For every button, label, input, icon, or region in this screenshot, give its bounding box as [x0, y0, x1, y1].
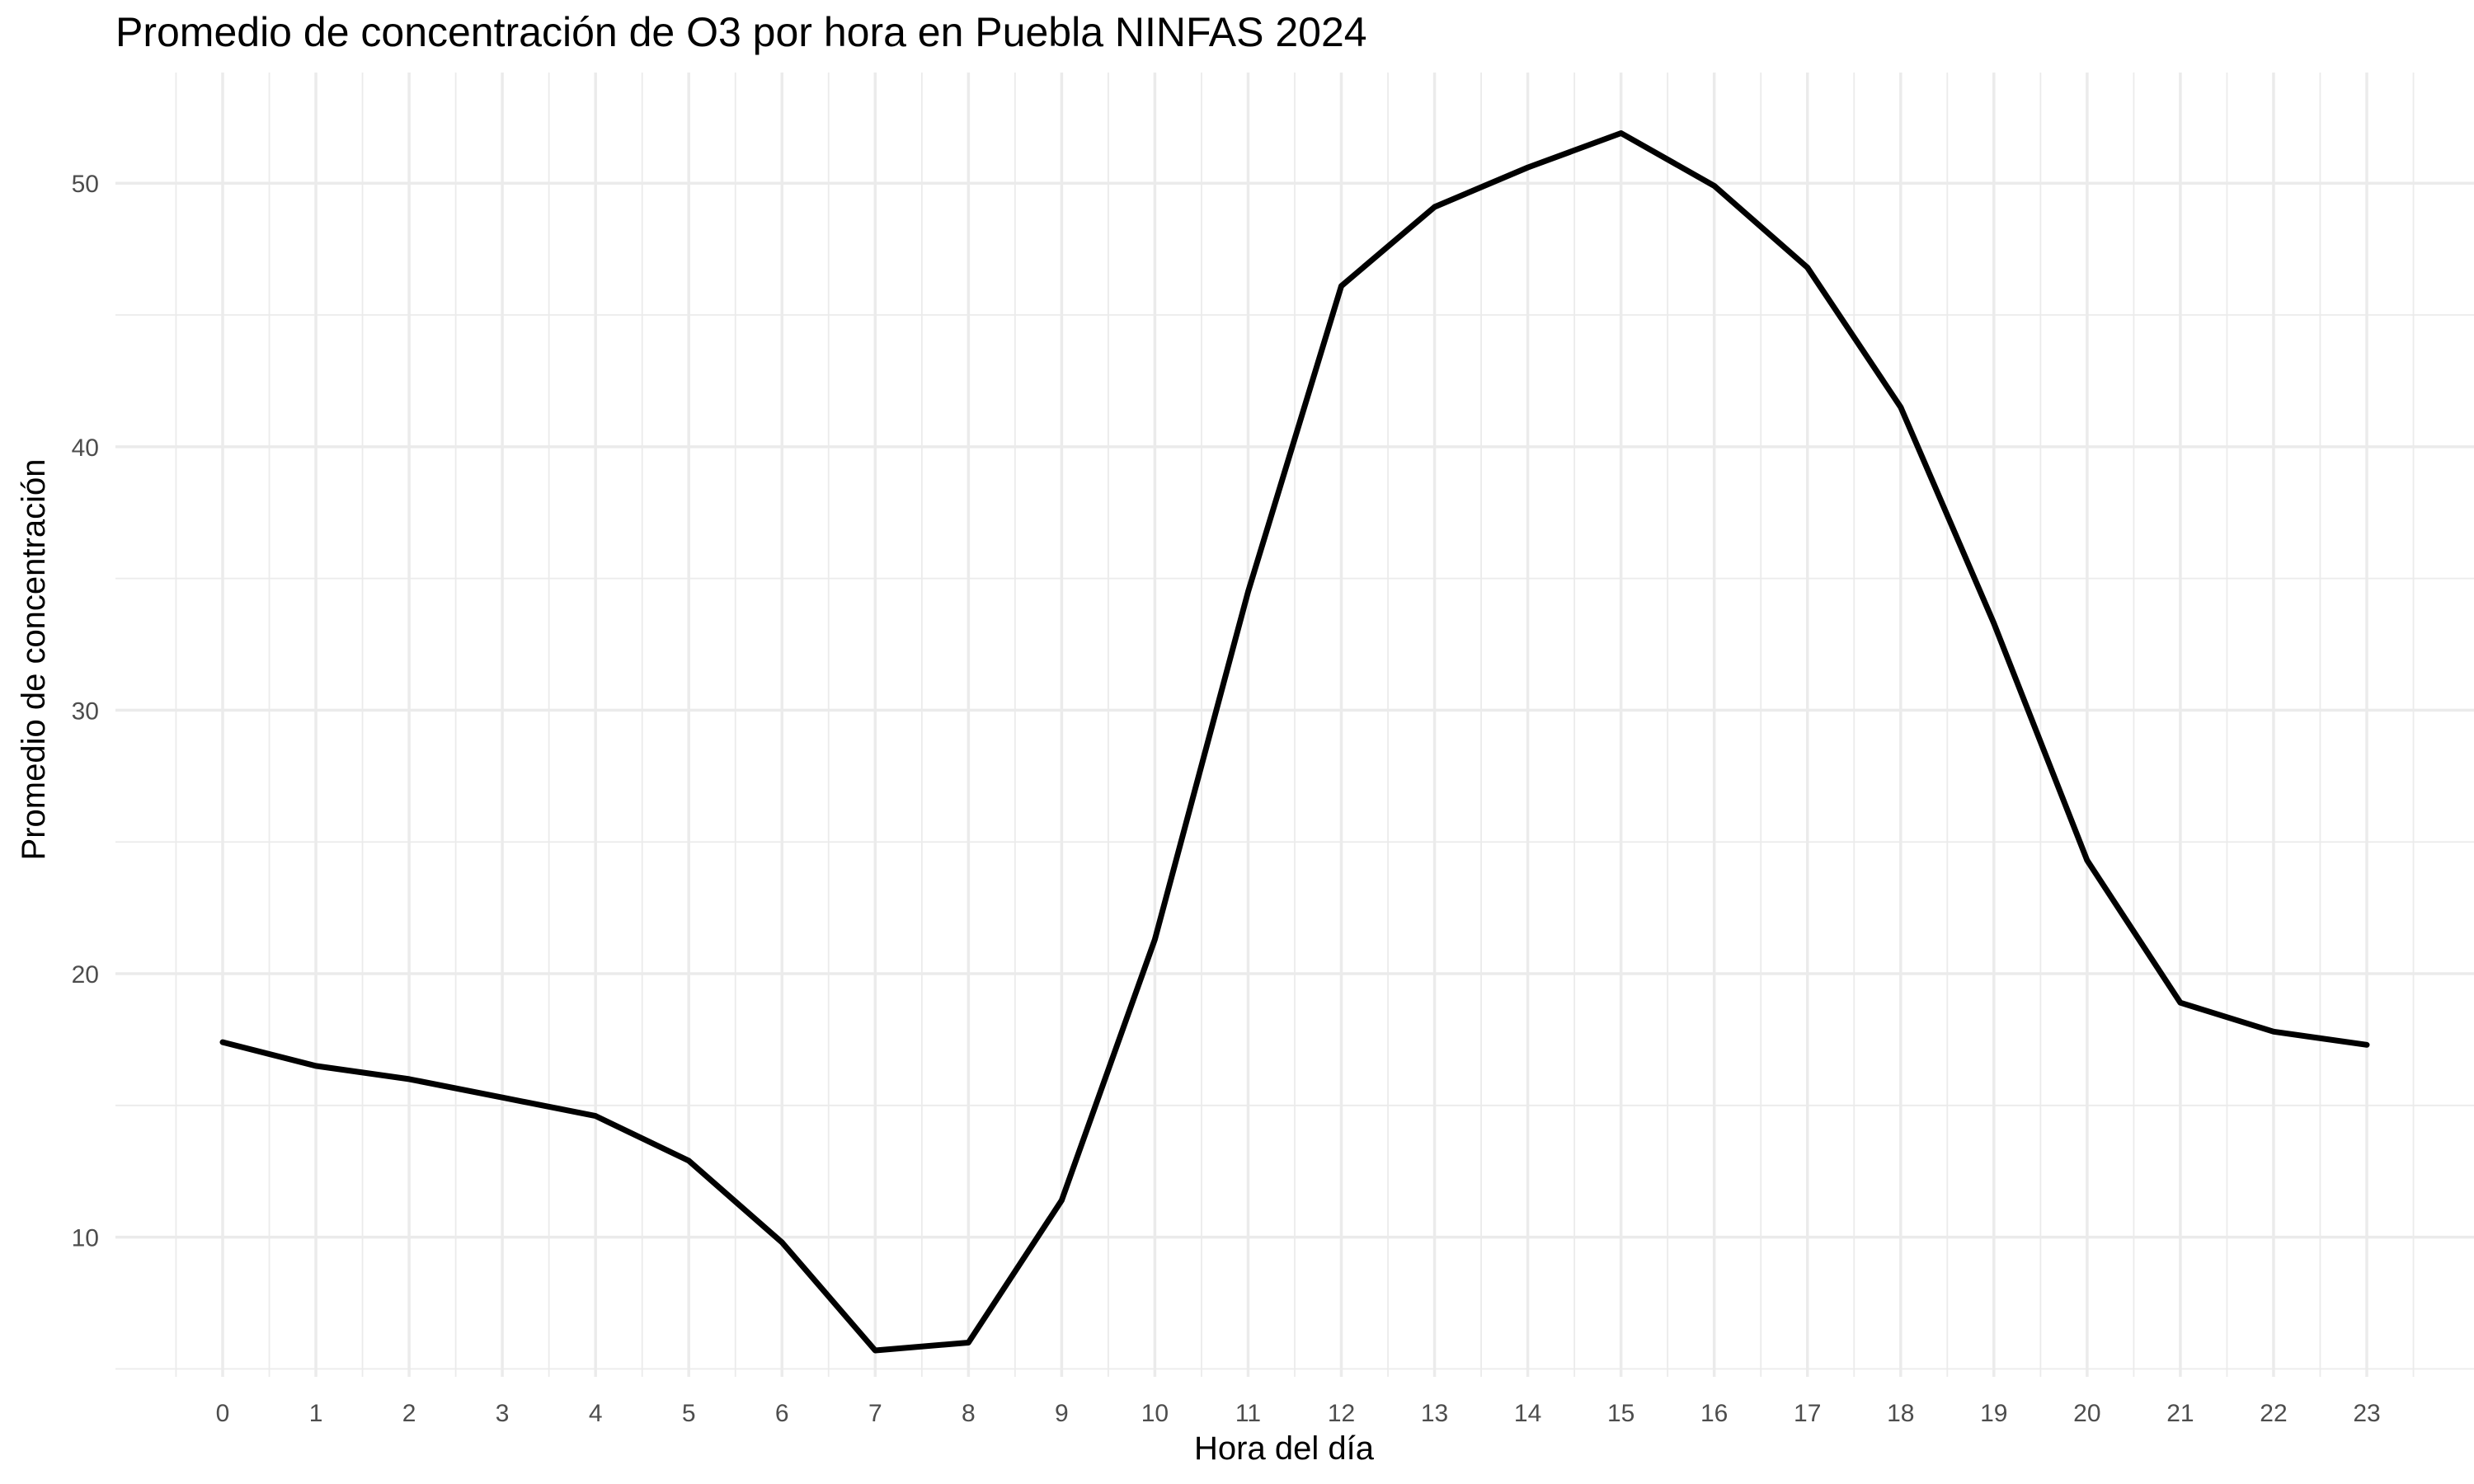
x-tick-label: 3 [496, 1400, 510, 1427]
x-tick-label: 8 [962, 1400, 976, 1427]
x-tick-label: 22 [2260, 1400, 2287, 1427]
x-tick-labels: 0 1 2 3 4 5 6 7 8 9 10 11 12 13 14 15 16 17 18 19 20 21 22 23 [216, 1400, 2381, 1427]
x-tick-label: 21 [2166, 1400, 2194, 1427]
x-tick-label: 20 [2073, 1400, 2100, 1427]
x-tick-label: 17 [1794, 1400, 1821, 1427]
x-tick-label: 4 [589, 1400, 603, 1427]
x-tick-label: 5 [682, 1400, 696, 1427]
x-tick-label: 13 [1421, 1400, 1448, 1427]
x-tick-label: 15 [1607, 1400, 1634, 1427]
x-tick-label: 14 [1514, 1400, 1541, 1427]
y-tick-label: 20 [72, 961, 99, 989]
x-tick-label: 10 [1141, 1400, 1169, 1427]
x-tick-label: 18 [1887, 1400, 1914, 1427]
minor-gridlines [115, 73, 2474, 1377]
x-tick-label: 12 [1328, 1400, 1355, 1427]
y-tick-label: 50 [72, 171, 99, 198]
series-layer [219, 130, 2370, 1354]
x-tick-label: 16 [1700, 1400, 1728, 1427]
x-axis-title: Hora del día [1194, 1430, 1375, 1467]
x-tick-label: 6 [775, 1400, 789, 1427]
x-tick-label: 9 [1055, 1400, 1069, 1427]
x-tick-label: 0 [216, 1400, 230, 1427]
x-tick-label: 2 [402, 1400, 416, 1427]
y-tick-label: 10 [72, 1225, 99, 1252]
x-tick-label: 23 [2353, 1400, 2380, 1427]
x-tick-label: 7 [868, 1400, 882, 1427]
chart-title: Promedio de concentración de O3 por hora… [115, 9, 1367, 55]
x-tick-label: 1 [309, 1400, 323, 1427]
x-tick-label: 19 [1980, 1400, 2007, 1427]
series-line [219, 130, 2370, 1354]
x-tick-label: 11 [1235, 1400, 1261, 1427]
y-axis-title: Promedio de concentración [16, 459, 52, 861]
y-tick-labels: 10 20 30 40 50 [72, 171, 99, 1252]
y-tick-label: 40 [72, 434, 99, 462]
y-tick-label: 30 [72, 697, 99, 725]
